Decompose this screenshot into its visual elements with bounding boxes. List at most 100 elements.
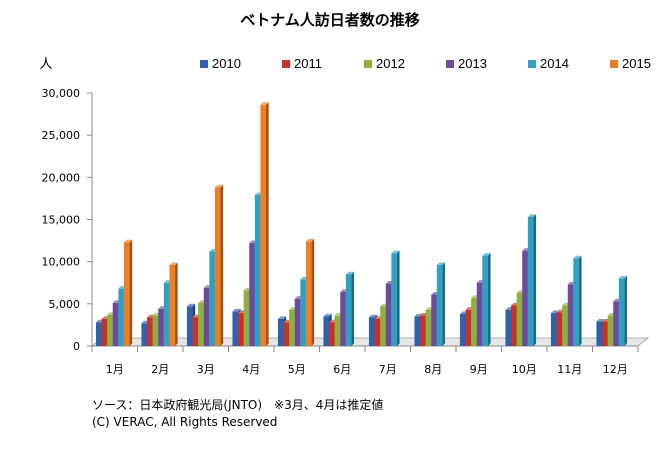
x-tick-label: 5月 <box>288 363 306 376</box>
y-tick-label: 10,000 <box>42 256 81 269</box>
bar <box>169 262 178 346</box>
x-tick-label: 4月 <box>242 363 260 376</box>
x-tick-label: 1月 <box>106 363 124 376</box>
bar-top <box>186 303 196 307</box>
bar-front <box>602 321 608 346</box>
bar <box>482 253 491 346</box>
bar-side <box>175 262 178 346</box>
y-axis-unit-label: 人 <box>39 57 52 72</box>
y-tick-label: 20,000 <box>42 171 81 184</box>
bar-top <box>573 255 582 259</box>
bar-side <box>220 184 224 346</box>
bar <box>573 255 582 346</box>
bar-front <box>147 317 153 346</box>
legend-label: 2012 <box>376 56 405 71</box>
x-tick-label: 9月 <box>470 363 488 376</box>
bar-top <box>214 184 224 188</box>
chart-title: ベトナム人訪日者数の推移 <box>240 11 420 29</box>
bar <box>214 184 224 346</box>
x-tick-label: 7月 <box>379 363 397 376</box>
bar-top <box>277 316 287 320</box>
legend-swatch <box>446 60 454 68</box>
bar-front <box>374 319 381 346</box>
bar-front <box>277 319 284 346</box>
bar-front <box>476 282 483 346</box>
bar-front <box>414 316 421 346</box>
bar-side <box>266 102 269 346</box>
bar-side <box>129 239 133 346</box>
bar-front <box>436 265 443 346</box>
legend-swatch <box>364 60 372 68</box>
bar-front <box>618 278 625 346</box>
bar-top <box>436 262 446 266</box>
bar-front <box>459 313 466 346</box>
bar-front <box>254 195 261 346</box>
bar-top <box>391 250 400 254</box>
x-tick-label: 10月 <box>512 363 537 376</box>
bar <box>260 102 269 346</box>
bar-front <box>186 306 193 346</box>
bar-front <box>340 292 346 346</box>
bar <box>618 275 628 346</box>
bar-front <box>368 317 375 346</box>
bar <box>391 250 400 346</box>
bar-front <box>431 294 437 346</box>
bar-front <box>289 309 295 346</box>
bar-front <box>294 298 301 346</box>
x-axis: 1月 2月 3月 4月 5月 6月 7月 8月 9月 10月 11月 12月 <box>91 346 639 376</box>
bar-front <box>152 315 159 346</box>
bar-front <box>158 308 164 346</box>
legend-label: 2010 <box>212 56 241 71</box>
bar-front <box>550 313 557 346</box>
bar-front <box>607 315 614 346</box>
bar-top <box>618 275 628 279</box>
bar-top <box>232 308 241 312</box>
bar-front <box>556 312 563 346</box>
bar-front <box>95 322 102 346</box>
bar <box>527 214 537 346</box>
bar-front <box>329 322 335 346</box>
bar-side <box>396 250 400 346</box>
y-tick-label: 0 <box>73 340 80 353</box>
bar-front <box>471 297 477 346</box>
bar-front <box>522 250 528 346</box>
bar-side <box>533 214 537 346</box>
bar-front <box>192 317 199 346</box>
legend-swatch <box>528 60 536 68</box>
bar-front <box>385 283 392 346</box>
bar-side <box>311 238 315 346</box>
bar <box>436 262 446 346</box>
x-tick-label: 12月 <box>603 363 628 376</box>
bar-front <box>596 321 603 346</box>
bar-front <box>101 319 108 346</box>
bar-front <box>391 253 397 346</box>
bar-front <box>283 322 290 346</box>
bar-front <box>465 309 472 346</box>
legend-label: 2015 <box>622 56 651 71</box>
bar-front <box>527 216 534 346</box>
bar-front <box>238 313 244 346</box>
y-tick-label: 5,000 <box>49 298 81 311</box>
bar-front <box>163 282 170 346</box>
bar-front <box>516 292 523 346</box>
bar <box>305 238 315 346</box>
bar-front <box>380 306 386 346</box>
legend-label: 2013 <box>458 56 487 71</box>
bar-front <box>305 241 312 346</box>
bar-front <box>425 309 432 346</box>
bar-top <box>527 214 537 217</box>
bar <box>123 239 133 346</box>
x-tick-label: 11月 <box>557 363 582 376</box>
y-tick-label: 15,000 <box>42 214 81 227</box>
bar-front <box>562 305 568 346</box>
bar-top <box>596 318 605 322</box>
legend-swatch <box>610 60 618 68</box>
bar-top <box>368 314 378 318</box>
bar-front <box>123 242 130 346</box>
bar-front <box>198 302 204 346</box>
bars-group <box>95 102 628 346</box>
bar-front <box>323 316 330 346</box>
source-note: ソース：日本政府観光局(JNTO) ※3月、4月は推定値 <box>92 398 384 412</box>
y-tick-label: 25,000 <box>42 129 81 142</box>
bar-front <box>169 265 176 346</box>
